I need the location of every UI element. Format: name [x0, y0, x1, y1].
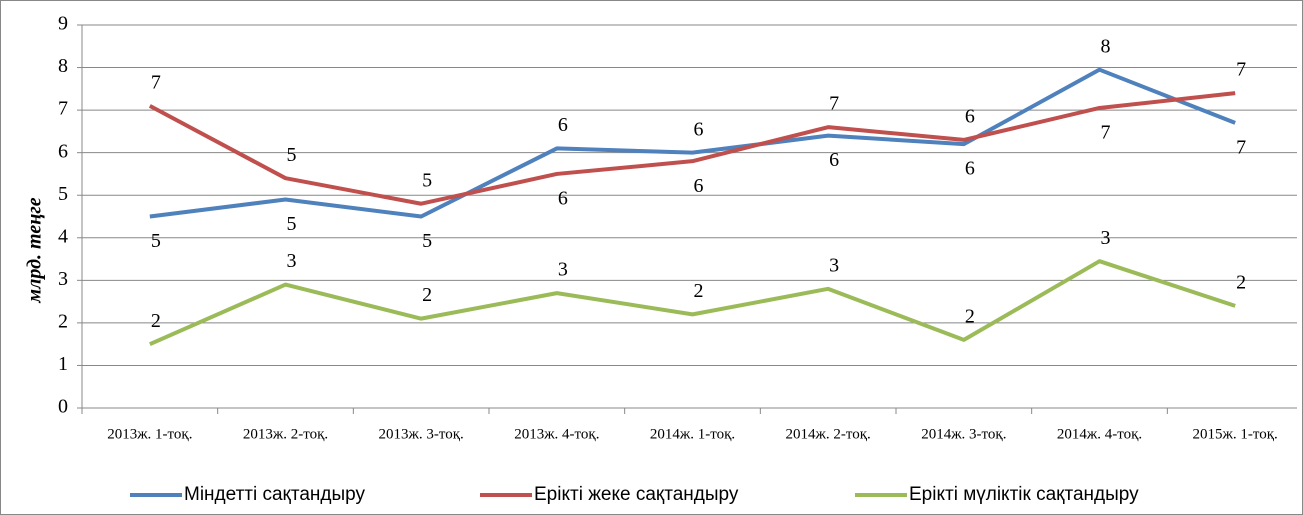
data-label: 2: [694, 280, 704, 302]
series-line: [149, 259, 1236, 346]
x-tick-label: 2013ж. 1-тоқ.: [107, 426, 192, 442]
data-label: 5: [287, 144, 297, 166]
x-tick-label: 2013ж. 4-тоқ.: [514, 426, 599, 442]
y-tick-label: 3: [58, 268, 68, 290]
y-axis-title: млрд. теңге: [24, 197, 46, 303]
data-label: 3: [829, 254, 839, 276]
y-tick-label: 0: [58, 396, 68, 418]
data-label: 7: [829, 93, 839, 115]
y-tick-label: 5: [58, 183, 68, 205]
data-label: 3: [1101, 227, 1111, 249]
legend-label: Ерікті мүліктік сақтандыру: [909, 484, 1139, 505]
y-tick-label: 1: [58, 353, 68, 375]
data-label: 7: [1101, 122, 1111, 144]
legend-label: Міндетті сақтандыру: [184, 484, 365, 505]
data-label: 7: [1236, 59, 1246, 81]
data-label: 3: [287, 250, 297, 272]
legend-label: Ерікті жеке сақтандыру: [534, 484, 739, 505]
data-label: 6: [558, 114, 568, 136]
y-tick-label: 8: [58, 55, 68, 77]
x-tick-label: 2014ж. 1-тоқ.: [650, 426, 735, 442]
series-line: [148, 91, 1236, 206]
y-tick-label: 4: [58, 225, 68, 247]
x-tick-label: 2014ж. 3-тоқ.: [921, 426, 1006, 442]
data-label: 6: [558, 188, 568, 210]
data-label: 6: [694, 118, 704, 140]
data-label: 2: [1236, 271, 1246, 293]
x-tick-label: 2015ж. 1-тоқ.: [1193, 426, 1278, 442]
data-label: 6: [829, 149, 839, 171]
data-label: 6: [694, 175, 704, 197]
x-tick-label: 2013ж. 2-тоқ.: [243, 426, 328, 442]
x-tick-label: 2014ж. 4-тоқ.: [1057, 426, 1142, 442]
data-label: 6: [965, 105, 975, 127]
data-label: 7: [151, 71, 161, 93]
data-label: 6: [965, 158, 975, 180]
data-label: 5: [151, 230, 161, 252]
data-label: 3: [558, 259, 568, 281]
y-tick-label: 2: [58, 310, 68, 332]
y-tick-label: 6: [58, 140, 68, 162]
y-tick-label: 9: [58, 13, 68, 35]
data-label: 5: [422, 169, 432, 191]
data-label: 7: [1236, 136, 1246, 158]
data-label: 5: [422, 230, 432, 252]
x-tick-label: 2013ж. 3-тоқ.: [379, 426, 464, 442]
data-label: 2: [151, 310, 161, 332]
series-line: [149, 67, 1236, 219]
data-label: 8: [1101, 35, 1111, 57]
data-label: 5: [287, 213, 297, 235]
data-label: 2: [965, 306, 975, 328]
data-label: 2: [422, 284, 432, 306]
y-tick-label: 7: [58, 98, 68, 120]
x-tick-label: 2014ж. 2-тоқ.: [786, 426, 871, 442]
